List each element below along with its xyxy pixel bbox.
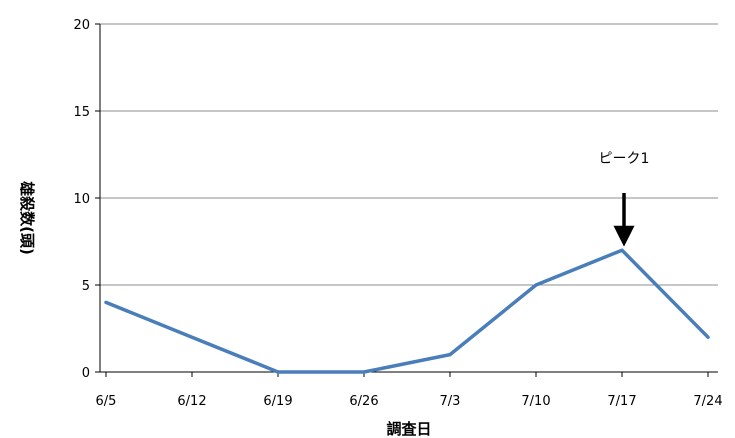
x-tick-label: 6/19 — [263, 394, 292, 409]
x-axis-ticks — [105, 372, 709, 377]
annotations: ピーク1 — [599, 151, 650, 247]
annotation-label: ピーク1 — [599, 151, 650, 167]
y-tick-label: 10 — [73, 192, 90, 207]
y-tick-label: 0 — [82, 366, 90, 381]
gridlines — [95, 23, 718, 373]
x-tick-label: 6/26 — [349, 394, 378, 409]
x-tick-label: 6/5 — [96, 394, 117, 409]
x-tick-label: 7/17 — [607, 394, 636, 409]
x-axis-tick-labels: 6/5 6/12 6/19 6/26 7/3 7/10 7/17 7/24 — [96, 394, 723, 409]
y-axis-tick-labels: 0 5 10 15 20 — [73, 18, 90, 381]
x-axis-title: 調査日 — [386, 420, 431, 438]
y-tick-label: 5 — [82, 279, 90, 294]
y-tick-label: 15 — [73, 105, 90, 120]
x-tick-label: 7/24 — [693, 394, 722, 409]
x-tick-label: 7/3 — [440, 394, 461, 409]
x-tick-label: 7/10 — [521, 394, 550, 409]
y-tick-label: 20 — [73, 18, 90, 33]
y-axis-title: 雄殺数(頭) — [18, 180, 36, 255]
x-tick-label: 6/12 — [177, 394, 206, 409]
series-line — [104, 248, 710, 374]
